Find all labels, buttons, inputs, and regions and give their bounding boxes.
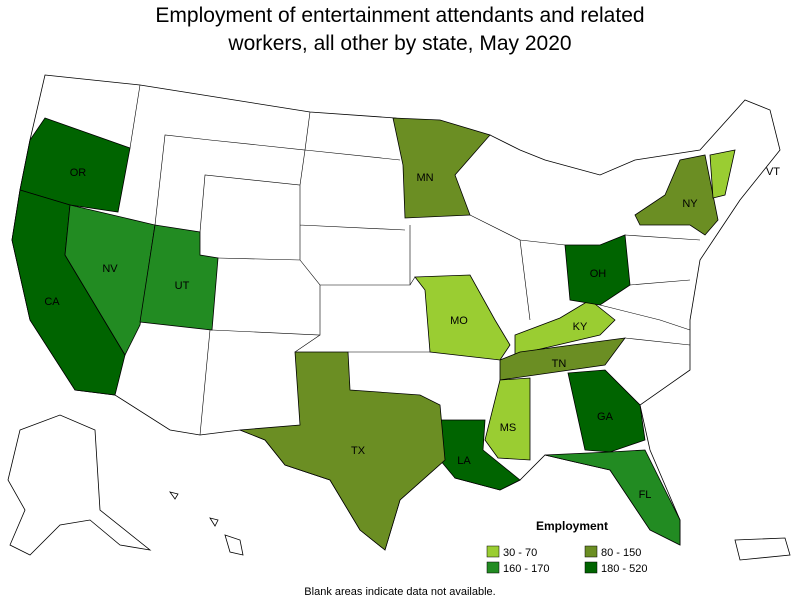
state-shape	[634, 154, 719, 236]
state-shape	[544, 449, 681, 546]
legend-swatch	[486, 545, 500, 558]
legend-title: Employment	[536, 519, 608, 533]
state-shape	[392, 117, 491, 219]
legend-label: 180 - 520	[601, 563, 647, 575]
state-label: UT	[175, 280, 190, 292]
state-label: MN	[416, 172, 433, 184]
state-label: GA	[597, 411, 614, 423]
state-shape	[436, 419, 521, 491]
state-shape	[499, 337, 626, 381]
state-label: VT	[766, 166, 780, 178]
legend-swatch	[486, 561, 500, 574]
state-label: OH	[590, 268, 607, 280]
state-label: CA	[44, 296, 60, 308]
legend-label: 160 - 170	[503, 563, 549, 575]
puerto-rico	[734, 537, 791, 561]
state-label: TN	[552, 358, 567, 370]
state-label: OR	[70, 167, 87, 179]
legend-label: 30 - 70	[503, 547, 537, 559]
state-shape	[414, 274, 511, 361]
state-shape	[139, 224, 219, 331]
legend-label: 80 - 150	[601, 547, 641, 559]
state-label: NV	[102, 263, 118, 275]
hawaii	[169, 491, 244, 556]
state-shape	[709, 149, 736, 199]
legend: 30 - 70 80 - 150 160 - 170 180 - 520	[486, 545, 647, 575]
state-label: MO	[450, 315, 468, 327]
title-line: workers, all other by state, May 2020	[227, 32, 571, 55]
state-label: FL	[639, 489, 652, 501]
state-border	[129, 84, 701, 436]
state-label: TX	[351, 445, 366, 457]
legend-swatch	[584, 545, 598, 558]
state-shape	[567, 369, 646, 453]
state-shape	[64, 204, 156, 356]
state-label: KY	[573, 321, 588, 333]
alaska	[7, 414, 152, 556]
state-label: NY	[682, 198, 698, 210]
state-shape	[239, 351, 446, 551]
state-label: MS	[500, 422, 517, 434]
state-label: LA	[457, 455, 471, 467]
state-shape	[564, 234, 631, 306]
title-line: Employment of entertainment attendants a…	[155, 4, 644, 27]
footnote: Blank areas indicate data not available.	[304, 586, 495, 598]
legend-swatch	[584, 561, 598, 574]
state-shape	[484, 377, 531, 461]
